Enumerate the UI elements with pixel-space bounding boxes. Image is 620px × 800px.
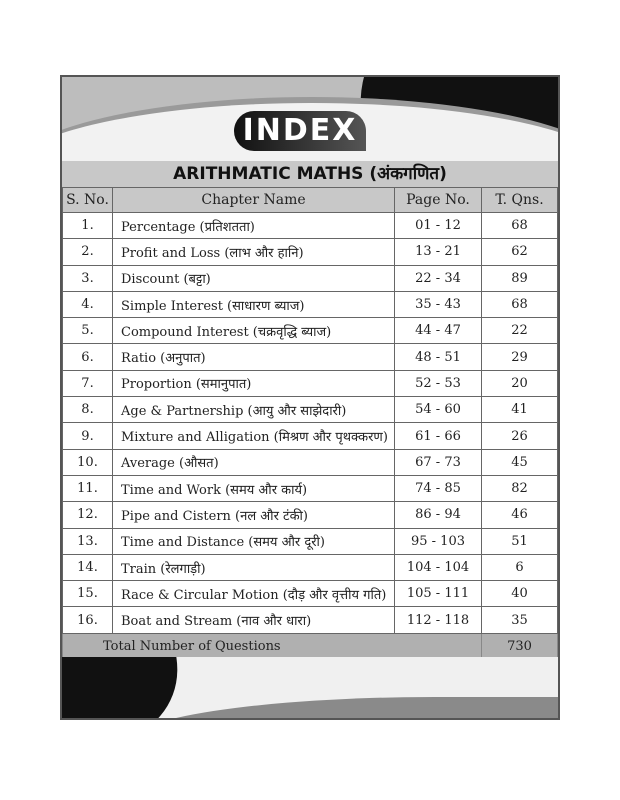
table-row: 15. Race & Circular Motion (दौड़ और वृत्त… bbox=[62, 580, 558, 608]
cell-pages: 74 - 85 bbox=[394, 474, 482, 503]
cell-pages: 54 - 60 bbox=[394, 396, 482, 424]
cell-qns: 68 bbox=[481, 211, 558, 240]
cell-chapter: Compound Interest (चक्रवृद्धि ब्याज) bbox=[112, 317, 395, 345]
cell-qns: 45 bbox=[481, 448, 558, 476]
cell-pages: 35 - 43 bbox=[394, 290, 482, 319]
cell-chapter: Age & Partnership (आयु और साझेदारी) bbox=[112, 396, 395, 424]
cell-pages: 95 - 103 bbox=[394, 527, 482, 555]
cell-sno: 1. bbox=[62, 211, 113, 240]
col-chapter: Chapter Name bbox=[112, 187, 395, 213]
cell-pages: 112 - 118 bbox=[394, 606, 482, 634]
cell-chapter: Pipe and Cistern (नल और टंकी) bbox=[112, 501, 395, 529]
cell-chapter: Average (औसत) bbox=[112, 448, 395, 476]
cell-qns: 20 bbox=[481, 369, 558, 398]
col-page: Page No. bbox=[394, 187, 482, 213]
index-table: S. No. Chapter Name Page No. T. Qns. 1. P… bbox=[62, 187, 558, 661]
cell-sno: 8. bbox=[62, 396, 113, 424]
cell-pages: 105 - 111 bbox=[394, 580, 482, 608]
cell-chapter: Train (रेलगाड़ी) bbox=[112, 553, 395, 582]
cell-chapter: Time and Work (समय और कार्य) bbox=[112, 474, 395, 503]
cell-qns: 6 bbox=[481, 553, 558, 582]
cell-chapter: Proportion (समानुपात) bbox=[112, 369, 395, 398]
cell-pages: 22 - 34 bbox=[394, 264, 482, 292]
cell-qns: 35 bbox=[481, 606, 558, 634]
cell-qns: 89 bbox=[481, 264, 558, 292]
cell-sno: 14. bbox=[62, 553, 113, 582]
total-label: Total Number of Questions bbox=[62, 632, 482, 661]
table-row: 2. Profit and Loss (लाभ और हानि) 13 - 21 62 bbox=[62, 238, 558, 266]
col-sno: S. No. bbox=[62, 187, 113, 213]
table-row: 6. Ratio (अनुपात) 48 - 51 29 bbox=[62, 343, 558, 371]
cell-sno: 11. bbox=[62, 474, 113, 503]
total-value: 730 bbox=[481, 632, 558, 661]
cell-chapter: Mixture and Alligation (मिश्रण और पृथक्क… bbox=[112, 422, 395, 450]
cell-qns: 82 bbox=[481, 474, 558, 503]
cell-chapter: Time and Distance (समय और दूरी) bbox=[112, 527, 395, 555]
cell-sno: 7. bbox=[62, 369, 113, 398]
cell-chapter: Discount (बट्टा) bbox=[112, 264, 395, 292]
index-logo: INDEX bbox=[234, 111, 366, 151]
cell-qns: 51 bbox=[481, 527, 558, 555]
cell-pages: 52 - 53 bbox=[394, 369, 482, 398]
table-row: 13. Time and Distance (समय और दूरी) 95 - 1… bbox=[62, 527, 558, 555]
cell-chapter: Ratio (अनुपात) bbox=[112, 343, 395, 371]
decorative-gray-swoosh bbox=[122, 697, 558, 718]
cell-sno: 2. bbox=[62, 238, 113, 266]
table-row: 5. Compound Interest (चक्रवृद्धि ब्याज) 44… bbox=[62, 317, 558, 345]
cell-sno: 15. bbox=[62, 580, 113, 608]
index-page: INDEX ARITHMATIC MATHS (अंकगणित) S. No. … bbox=[60, 75, 560, 720]
table-row: 9. Mixture and Alligation (मिश्रण और पृथक… bbox=[62, 422, 558, 450]
cell-chapter: Boat and Stream (नाव और धारा) bbox=[112, 606, 395, 634]
table-row: 3. Discount (बट्टा) 22 - 34 89 bbox=[62, 264, 558, 292]
cell-sno: 16. bbox=[62, 606, 113, 634]
cell-qns: 46 bbox=[481, 501, 558, 529]
total-row: Total Number of Questions 730 bbox=[62, 632, 558, 661]
table-row: 4. Simple Interest (साधारण ब्याज) 35 - 43 6… bbox=[62, 290, 558, 319]
cell-sno: 4. bbox=[62, 290, 113, 319]
cell-sno: 3. bbox=[62, 264, 113, 292]
table-row: 16. Boat and Stream (नाव और धारा) 112 - 11… bbox=[62, 606, 558, 634]
table-row: 8. Age & Partnership (आयु और साझेदारी) 54 … bbox=[62, 396, 558, 424]
cell-pages: 01 - 12 bbox=[394, 211, 482, 240]
cell-qns: 26 bbox=[481, 422, 558, 450]
cell-chapter: Percentage (प्रतिशतता) bbox=[112, 211, 395, 240]
table-row: 11. Time and Work (समय और कार्य) 74 - 85 82 bbox=[62, 474, 558, 503]
cell-qns: 62 bbox=[481, 238, 558, 266]
cell-chapter: Profit and Loss (लाभ और हानि) bbox=[112, 238, 395, 266]
table-row: 12. Pipe and Cistern (नल और टंकी) 86 - 94 4… bbox=[62, 501, 558, 529]
header-banner: INDEX bbox=[62, 77, 558, 161]
table-row: 1. Percentage (प्रतिशतता) 01 - 12 68 bbox=[62, 211, 558, 240]
cell-qns: 40 bbox=[481, 580, 558, 608]
table-row: 7. Proportion (समानुपात) 52 - 53 20 bbox=[62, 369, 558, 398]
section-title: ARITHMATIC MATHS (अंकगणित) bbox=[62, 161, 558, 187]
cell-pages: 44 - 47 bbox=[394, 317, 482, 345]
cell-sno: 6. bbox=[62, 343, 113, 371]
col-qns: T. Qns. bbox=[481, 187, 558, 213]
cell-pages: 86 - 94 bbox=[394, 501, 482, 529]
cell-pages: 48 - 51 bbox=[394, 343, 482, 371]
footer-banner bbox=[62, 657, 558, 718]
cell-sno: 5. bbox=[62, 317, 113, 345]
cell-sno: 13. bbox=[62, 527, 113, 555]
table-row: 10. Average (औसत) 67 - 73 45 bbox=[62, 448, 558, 476]
cell-sno: 9. bbox=[62, 422, 113, 450]
cell-chapter: Race & Circular Motion (दौड़ और वृत्तीय … bbox=[112, 580, 395, 608]
cell-qns: 29 bbox=[481, 343, 558, 371]
cell-pages: 67 - 73 bbox=[394, 448, 482, 476]
cell-qns: 41 bbox=[481, 396, 558, 424]
cell-sno: 12. bbox=[62, 501, 113, 529]
table-row: 14. Train (रेलगाड़ी) 104 - 104 6 bbox=[62, 553, 558, 582]
cell-qns: 22 bbox=[481, 317, 558, 345]
cell-pages: 13 - 21 bbox=[394, 238, 482, 266]
cell-pages: 104 - 104 bbox=[394, 553, 482, 582]
cell-qns: 68 bbox=[481, 290, 558, 319]
cell-chapter: Simple Interest (साधारण ब्याज) bbox=[112, 290, 395, 319]
cell-sno: 10. bbox=[62, 448, 113, 476]
cell-pages: 61 - 66 bbox=[394, 422, 482, 450]
